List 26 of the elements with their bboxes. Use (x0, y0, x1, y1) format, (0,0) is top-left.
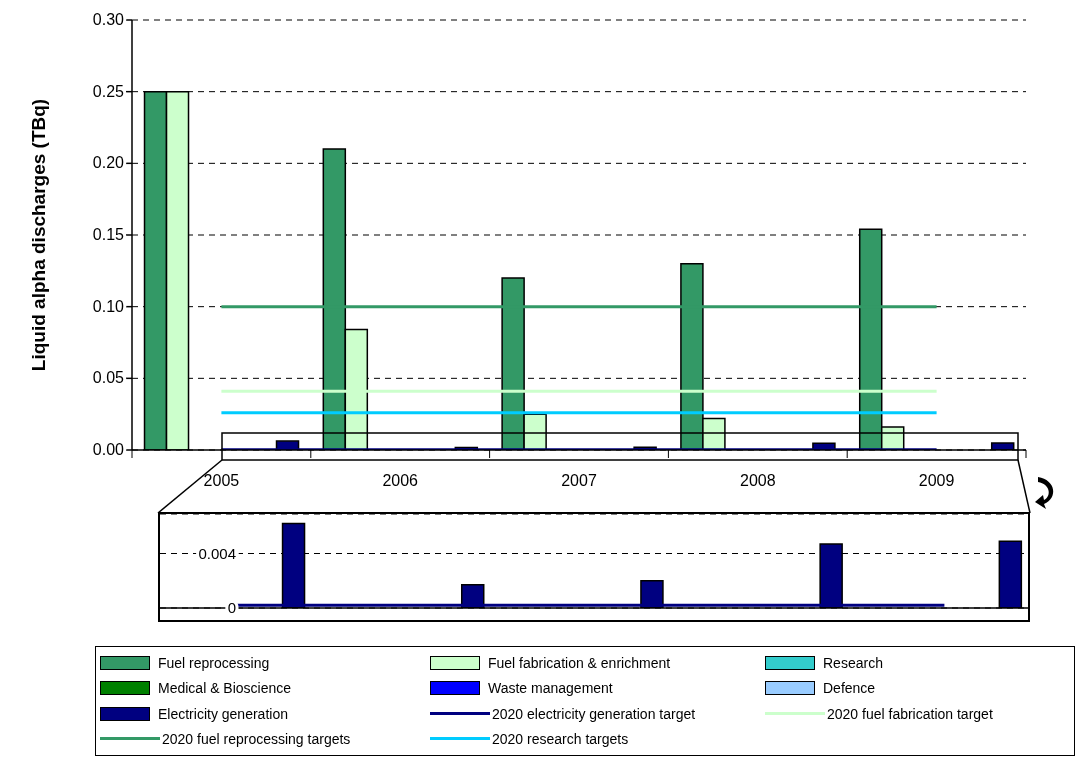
y-tick-label: 0.25 (92, 82, 125, 100)
y-axis-title: Liquid alpha discharges (TBq) (27, 98, 49, 372)
y-tick-label: 0.004 (198, 544, 236, 562)
legend-label: Medical & Bioscience (158, 680, 292, 697)
legend-label: Electricity generation (158, 705, 288, 722)
x-tick-label: 2009 (918, 472, 955, 489)
x-tick-label: 2008 (740, 472, 776, 489)
y-tick-label: 0.30 (92, 11, 125, 28)
y-tick-label: 0 (227, 599, 236, 616)
legend-label: Fuel reprocessing (158, 655, 270, 671)
y-tick-label: 0.20 (92, 154, 125, 172)
y-tick-label: 0.00 (92, 441, 125, 458)
y-tick-label: 0.10 (92, 297, 125, 315)
legend-label: 2020 fuel fabrication target (827, 705, 993, 722)
y-tick-label: 0.15 (92, 226, 125, 243)
legend-label: 2020 fuel reprocessing targets (162, 730, 351, 747)
y-tick-label: 0.05 (92, 369, 125, 387)
legend-label: Fuel fabrication & enrichment (488, 655, 671, 671)
x-tick-label: 2007 (561, 472, 597, 489)
legend-label: Research (823, 655, 883, 671)
legend-label: 2020 research targets (492, 730, 629, 747)
legend-label: 2020 electricity generation target (492, 705, 696, 722)
x-tick-label: 2005 (203, 472, 240, 489)
legend-label: Defence (823, 680, 876, 697)
legend-label: Waste management (488, 680, 613, 697)
x-tick-label: 2006 (382, 472, 419, 489)
